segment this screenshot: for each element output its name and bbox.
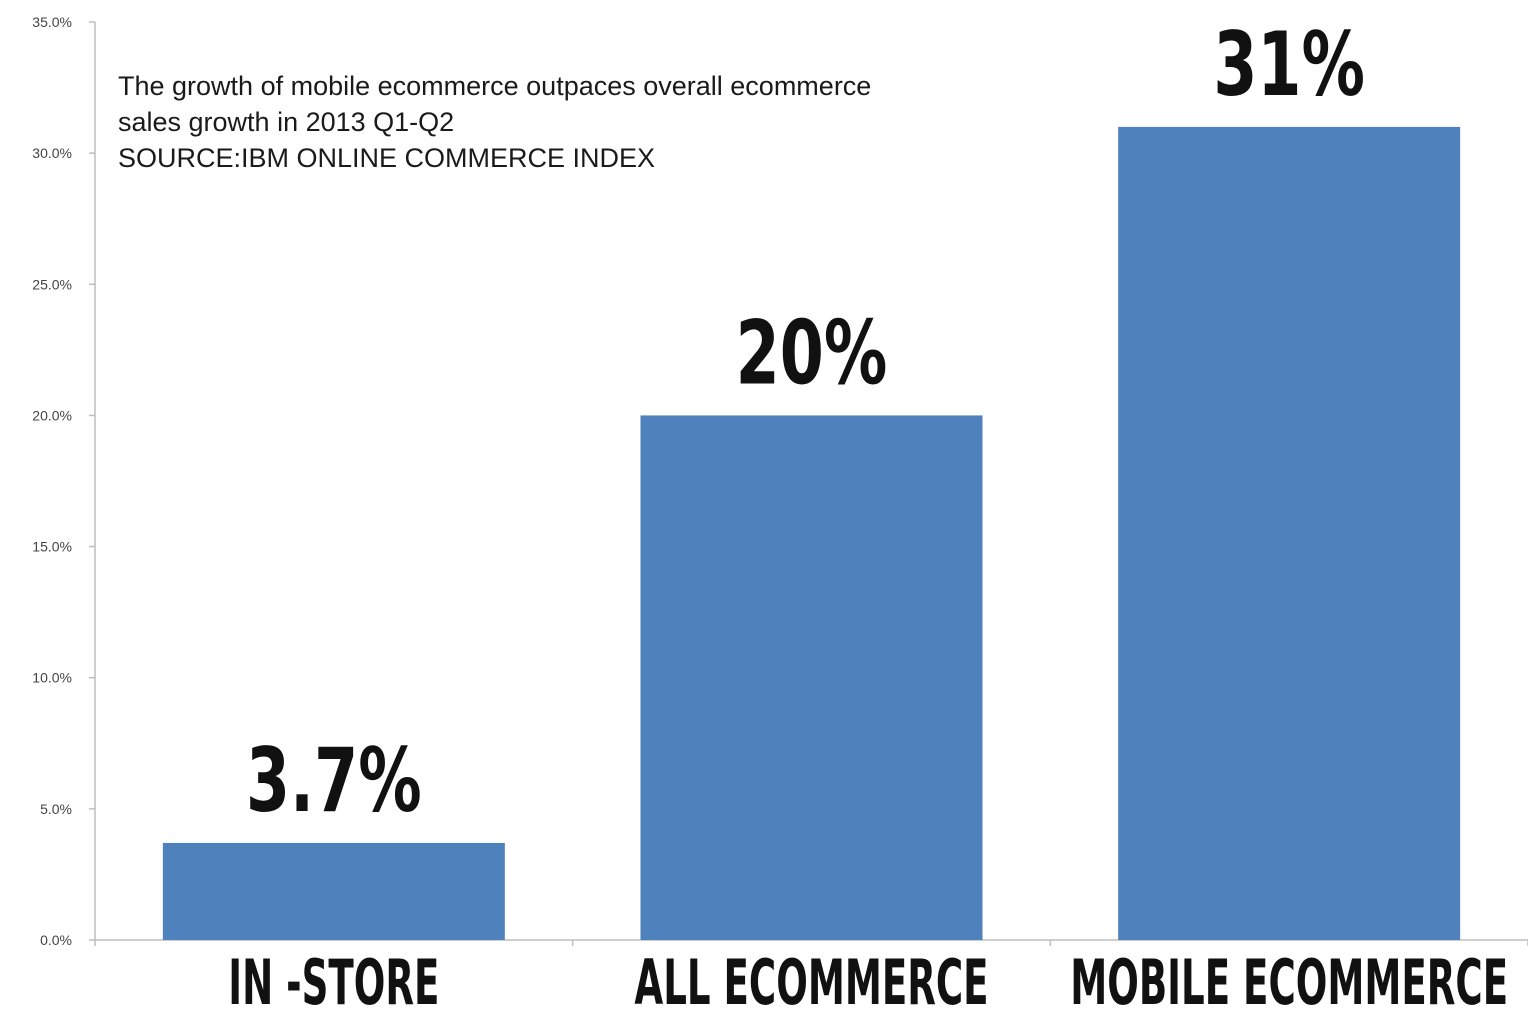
y-tick-label: 30.0% [32,145,72,161]
chart-title-line-2: sales growth in 2013 Q1-Q2 [118,107,455,137]
y-tick-label: 0.0% [40,932,72,948]
x-category-label: IN -STORE [228,948,439,1011]
y-tick-label: 5.0% [40,801,72,817]
y-tick-label: 35.0% [32,14,72,30]
chart-title: The growth of mobile ecommerce outpaces … [118,68,871,176]
chart-title-line-1: The growth of mobile ecommerce outpaces … [118,71,872,101]
bar [162,842,505,940]
y-tick-label: 20.0% [32,407,72,423]
chart-title-line-3: SOURCE:IBM ONLINE COMMERCE INDEX [118,143,656,173]
y-tick-label: 10.0% [32,670,72,686]
bar-value-label: 20% [736,303,888,405]
bar-value-label: 3.7% [246,731,422,833]
bar [640,415,983,940]
x-category-label: ALL ECOMMERCE [634,948,988,1011]
x-category-label: MOBILE ECOMMERCE [1070,948,1508,1011]
y-tick-label: 15.0% [32,539,72,555]
bar-value-label: 31% [1213,15,1365,117]
y-tick-label: 25.0% [32,276,72,292]
bar [1118,126,1461,940]
